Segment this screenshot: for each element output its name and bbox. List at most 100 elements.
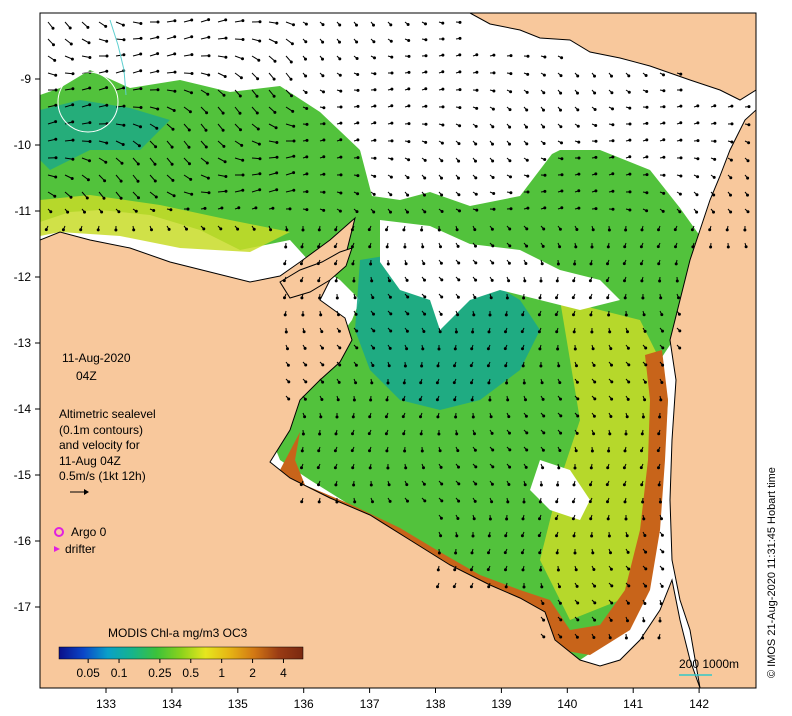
velocity-arrow-head <box>520 330 524 334</box>
credit-text: © IMOS 21-Aug-2020 11:31:45 Hobart time <box>766 467 778 678</box>
velocity-arrow-head <box>304 40 308 44</box>
velocity-arrow-head <box>541 466 545 470</box>
velocity-arrow-head <box>487 585 491 589</box>
velocity-arrow-head <box>420 449 424 453</box>
velocity-arrow-head <box>319 415 323 419</box>
velocity-arrow-head <box>605 279 609 283</box>
velocity-arrow-head <box>300 296 304 300</box>
velocity-arrow-head <box>419 415 422 419</box>
velocity-arrow-head <box>339 89 343 93</box>
velocity-arrow-head <box>455 534 459 538</box>
velocity-arrow-head <box>190 192 194 196</box>
velocity-arrow-head <box>729 176 733 180</box>
velocity-arrow-head <box>317 228 321 232</box>
velocity-arrow-head <box>355 40 359 44</box>
velocity-arrow-head <box>436 585 439 589</box>
velocity-arrow-head <box>473 228 477 232</box>
velocity-arrow-head <box>474 244 477 248</box>
velocity-arrow-head <box>440 499 444 503</box>
velocity-arrow-head <box>421 245 425 249</box>
velocity-arrow-head <box>189 177 193 181</box>
velocity-arrow-head <box>537 330 541 334</box>
velocity-arrow-head <box>623 296 627 300</box>
velocity-arrow-head <box>370 279 374 283</box>
velocity-arrow-head <box>54 156 58 160</box>
velocity-arrow-head <box>556 347 560 351</box>
velocity-arrow-head <box>299 262 303 266</box>
velocity-arrow-head <box>355 329 359 333</box>
velocity-arrow-head <box>150 228 153 232</box>
velocity-arrow-head <box>695 210 699 214</box>
velocity-arrow-head <box>368 245 372 249</box>
velocity-arrow-head <box>457 193 461 197</box>
velocity-arrow-head <box>679 72 683 76</box>
velocity-arrow-head <box>405 483 409 487</box>
velocity-arrow-head <box>593 397 597 401</box>
velocity-arrow-head <box>190 35 194 39</box>
velocity-arrow-head <box>730 104 734 108</box>
velocity-arrow-head <box>292 188 296 192</box>
velocity-arrow-head <box>690 228 694 232</box>
velocity-arrow-head <box>504 330 507 334</box>
velocity-arrow-head <box>404 466 408 470</box>
velocity-arrow-head <box>660 313 664 317</box>
velocity-arrow-head <box>730 140 734 144</box>
velocity-arrow-head <box>275 155 279 159</box>
velocity-arrow-head <box>539 364 543 368</box>
velocity-arrow-head <box>572 313 575 317</box>
velocity-arrow-head <box>338 209 342 213</box>
velocity-arrow-head <box>571 296 575 300</box>
velocity-arrow-head <box>609 551 612 555</box>
velocity-arrow-head <box>139 36 143 40</box>
velocity-arrow-head <box>440 159 444 163</box>
velocity-arrow-head <box>627 90 631 94</box>
velocity-arrow-head <box>139 52 143 56</box>
velocity-arrow-head <box>350 228 354 232</box>
velocity-arrow-head <box>657 228 660 232</box>
velocity-arrow-head <box>558 245 562 249</box>
velocity-arrow-head <box>238 94 242 98</box>
map-date: 11-Aug-2020 <box>62 351 131 365</box>
velocity-arrow-head <box>114 228 118 232</box>
velocity-arrow-head <box>241 173 245 177</box>
velocity-arrow-head <box>509 175 512 179</box>
velocity-arrow-head <box>487 330 491 334</box>
velocity-arrow-head <box>190 53 194 57</box>
velocity-arrow-head <box>657 483 661 487</box>
velocity-arrow-head <box>69 42 73 46</box>
velocity-arrow-head <box>509 207 513 211</box>
velocity-arrow-head <box>334 262 337 266</box>
velocity-arrow-head <box>456 244 460 248</box>
land-northern-territory <box>40 216 701 688</box>
velocity-arrow-head <box>489 296 493 300</box>
velocity-arrow-head <box>241 188 245 192</box>
velocity-arrow-head <box>560 173 564 177</box>
velocity-arrow-head <box>592 568 596 571</box>
velocity-arrow-head <box>422 330 426 333</box>
velocity-arrow-head <box>53 58 57 62</box>
velocity-arrow-head <box>389 329 393 333</box>
velocity-arrow-head <box>525 125 528 129</box>
velocity-arrow-head <box>303 397 307 401</box>
lat-tick-label: -16 <box>14 534 32 548</box>
velocity-arrow-head <box>729 193 732 197</box>
velocity-arrow-head <box>86 178 90 182</box>
lon-tick-label: 137 <box>360 697 380 711</box>
velocity-arrow-head <box>623 279 626 283</box>
velocity-arrow-head <box>240 143 244 147</box>
velocity-arrow-head <box>190 18 194 22</box>
velocity-arrow-head <box>622 466 626 470</box>
legend-line-3: and velocity for <box>59 438 140 452</box>
velocity-arrow-head <box>679 138 683 142</box>
velocity-arrow-head <box>611 139 615 143</box>
velocity-arrow-head <box>660 517 663 521</box>
velocity-arrow-head <box>105 103 109 107</box>
velocity-arrow-head <box>440 141 444 145</box>
velocity-arrow-head <box>491 261 495 265</box>
velocity-arrow-head <box>223 75 227 78</box>
velocity-arrow-head <box>188 110 192 114</box>
velocity-arrow-head <box>661 329 664 333</box>
velocity-arrow-head <box>338 57 342 61</box>
velocity-arrow-head <box>122 86 126 90</box>
velocity-arrow-head <box>589 466 593 470</box>
